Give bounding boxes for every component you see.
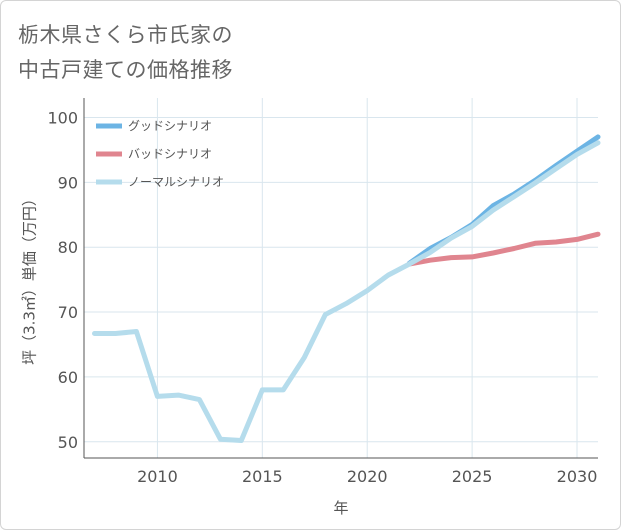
- y-tick-label: 80: [58, 238, 78, 257]
- y-axis-label: 坪（3.3㎡）単価（万円）: [21, 191, 39, 365]
- x-tick-label: 2030: [557, 467, 598, 486]
- x-tick-label: 2010: [137, 467, 178, 486]
- x-tick-label: 2020: [347, 467, 388, 486]
- y-tick-label: 70: [58, 303, 78, 322]
- axes: [83, 98, 598, 459]
- x-axis-label: 年: [333, 499, 348, 517]
- legend-label-normal: ノーマルシナリオ: [128, 175, 224, 189]
- chart-title-line-2: 中古戸建ての価格推移: [18, 58, 233, 82]
- y-tick-label: 60: [58, 368, 78, 387]
- x-tick-label: 2015: [242, 467, 283, 486]
- series-line-normal: [92, 140, 601, 443]
- legend-label-bad: バッドシナリオ: [128, 147, 212, 161]
- tick-labels: 2010 2015 2020 2025 2030 50 60 70 80 90 100: [47, 108, 597, 486]
- y-tick-label: 50: [58, 433, 78, 452]
- y-tick-label: 90: [58, 173, 78, 192]
- legend-label-good: グッドシナリオ: [128, 119, 212, 133]
- chart-title-line-1: 栃木県さくら市氏家の: [18, 23, 233, 47]
- series-line-bad: [406, 231, 601, 267]
- series-lines: [92, 134, 601, 443]
- chart-title: 栃木県さくら市氏家の 中古戸建ての価格推移: [18, 18, 233, 88]
- y-tick-label: 100: [47, 108, 78, 127]
- x-tick-label: 2025: [452, 467, 493, 486]
